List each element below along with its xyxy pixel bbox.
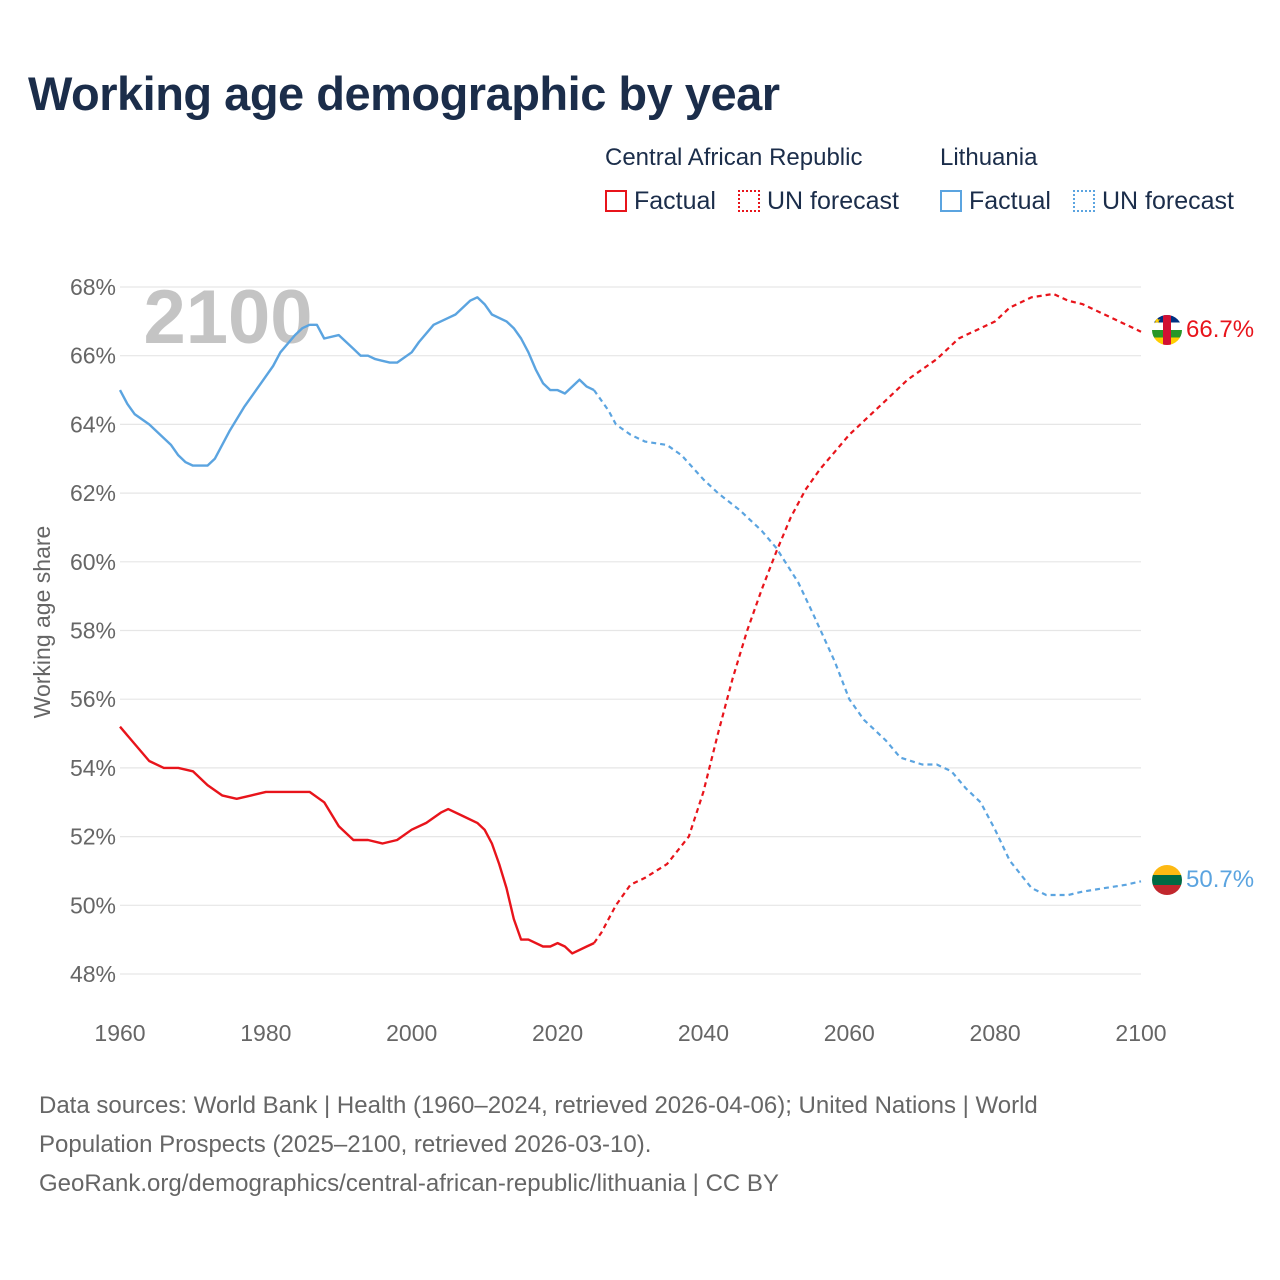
legend-label: Factual xyxy=(969,186,1051,215)
series xyxy=(118,292,1142,955)
legend-swatch-solid-icon xyxy=(940,190,962,212)
x-axis: 1960 1980 2000 2020 2040 2060 2080 2100 xyxy=(94,1020,1166,1046)
x-tick-label: 2060 xyxy=(824,1020,875,1046)
legend-group-central-african-republic: Central African Republic xyxy=(605,144,863,171)
series-line-factual-central-african-republic xyxy=(119,725,595,955)
y-tick-label: 52% xyxy=(70,824,116,850)
end-label-lithuania: 50.7% xyxy=(1186,866,1254,893)
legend-label: UN forecast xyxy=(1102,186,1234,215)
y-tick-label: 56% xyxy=(70,686,116,712)
y-tick-label: 62% xyxy=(70,480,116,506)
legend-item-car-forecast[interactable]: UN forecast xyxy=(738,186,899,216)
legend-item-lithuania-factual[interactable]: Factual xyxy=(940,186,1051,216)
x-tick-label: 2020 xyxy=(532,1020,583,1046)
legend-swatch-dotted-icon xyxy=(1073,190,1095,212)
central-african-republic-flag-icon xyxy=(1152,315,1182,345)
legend-item-lithuania-forecast[interactable]: UN forecast xyxy=(1073,186,1234,216)
end-label-central-african-republic: 66.7% xyxy=(1186,316,1254,343)
legend-item-car-factual[interactable]: Factual xyxy=(605,186,716,216)
series-line-forecast-lithuania xyxy=(593,389,1142,897)
legend-label: UN forecast xyxy=(767,186,899,215)
footer-line: GeoRank.org/demographics/central-african… xyxy=(39,1170,779,1197)
series-line-factual-lithuania xyxy=(118,296,595,467)
y-tick-label: 58% xyxy=(70,618,116,644)
y-tick-label: 48% xyxy=(70,961,116,987)
line-chart: 2100 48% 50% 52% 54% 56% 58% 60% 62% 64% 66% 68% 1… xyxy=(29,274,1254,1046)
legend-swatch-dotted-icon xyxy=(738,190,760,212)
x-tick-label: 1960 xyxy=(94,1020,145,1046)
footer-sources: Data sources: World Bank | Health (1960–… xyxy=(39,1086,1189,1203)
x-tick-label: 2040 xyxy=(678,1020,729,1046)
y-tick-label: 54% xyxy=(70,755,116,781)
legend-group-lithuania: Lithuania xyxy=(940,144,1038,171)
y-tick-label: 66% xyxy=(70,343,116,369)
y-tick-label: 64% xyxy=(70,411,116,437)
y-axis: 48% 50% 52% 54% 56% 58% 60% 62% 64% 66% 68% xyxy=(70,274,116,987)
legend-label: Factual xyxy=(634,186,716,215)
footer-line: Population Prospects (2025–2100, retriev… xyxy=(39,1131,652,1158)
footer-line: Data sources: World Bank | Health (1960–… xyxy=(39,1092,1038,1119)
series-line-forecast-central-african-republic xyxy=(593,292,1142,944)
year-watermark: 2100 xyxy=(143,275,312,360)
x-tick-label: 1980 xyxy=(240,1020,291,1046)
y-axis-label: Working age share xyxy=(29,526,55,719)
y-tick-label: 60% xyxy=(70,549,116,575)
x-tick-label: 2080 xyxy=(970,1020,1021,1046)
y-tick-label: 50% xyxy=(70,892,116,918)
grid xyxy=(120,286,1141,975)
x-tick-label: 2100 xyxy=(1115,1020,1166,1046)
legend-swatch-solid-icon xyxy=(605,190,627,212)
lithuania-flag-icon xyxy=(1152,865,1182,895)
chart-title: Working age demographic by year xyxy=(28,67,780,120)
y-tick-label: 68% xyxy=(70,274,116,300)
x-tick-label: 2000 xyxy=(386,1020,437,1046)
